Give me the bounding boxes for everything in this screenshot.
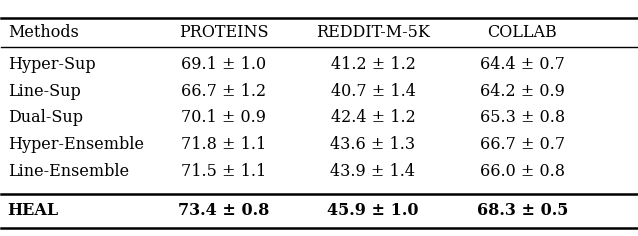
Text: REDDIT-M-5K: REDDIT-M-5K [316,24,430,41]
Text: 42.4 ± 1.2: 42.4 ± 1.2 [330,110,415,126]
Text: 73.4 ± 0.8: 73.4 ± 0.8 [178,202,269,219]
Text: Methods: Methods [8,24,78,41]
Text: 45.9 ± 1.0: 45.9 ± 1.0 [327,202,419,219]
Text: Line-Ensemble: Line-Ensemble [8,163,129,180]
Text: 41.2 ± 1.2: 41.2 ± 1.2 [330,56,415,73]
Text: Line-Sup: Line-Sup [8,83,80,100]
Text: 66.7 ± 0.7: 66.7 ± 0.7 [480,136,565,153]
Text: 69.1 ± 1.0: 69.1 ± 1.0 [181,56,266,73]
Text: 40.7 ± 1.4: 40.7 ± 1.4 [330,83,415,100]
Text: Hyper-Ensemble: Hyper-Ensemble [8,136,144,153]
Text: Dual-Sup: Dual-Sup [8,110,83,126]
Text: 43.6 ± 1.3: 43.6 ± 1.3 [330,136,415,153]
Text: PROTEINS: PROTEINS [179,24,269,41]
Text: 68.3 ± 0.5: 68.3 ± 0.5 [477,202,568,219]
Text: 66.7 ± 1.2: 66.7 ± 1.2 [181,83,266,100]
Text: HEAL: HEAL [8,202,59,219]
Text: COLLAB: COLLAB [487,24,557,41]
Text: 43.9 ± 1.4: 43.9 ± 1.4 [330,163,415,180]
Text: 71.5 ± 1.1: 71.5 ± 1.1 [181,163,266,180]
Text: 70.1 ± 0.9: 70.1 ± 0.9 [181,110,266,126]
Text: 64.4 ± 0.7: 64.4 ± 0.7 [480,56,565,73]
Text: Hyper-Sup: Hyper-Sup [8,56,95,73]
Text: 71.8 ± 1.1: 71.8 ± 1.1 [181,136,266,153]
Text: 64.2 ± 0.9: 64.2 ± 0.9 [480,83,565,100]
Text: 66.0 ± 0.8: 66.0 ± 0.8 [480,163,565,180]
Text: 65.3 ± 0.8: 65.3 ± 0.8 [480,110,565,126]
